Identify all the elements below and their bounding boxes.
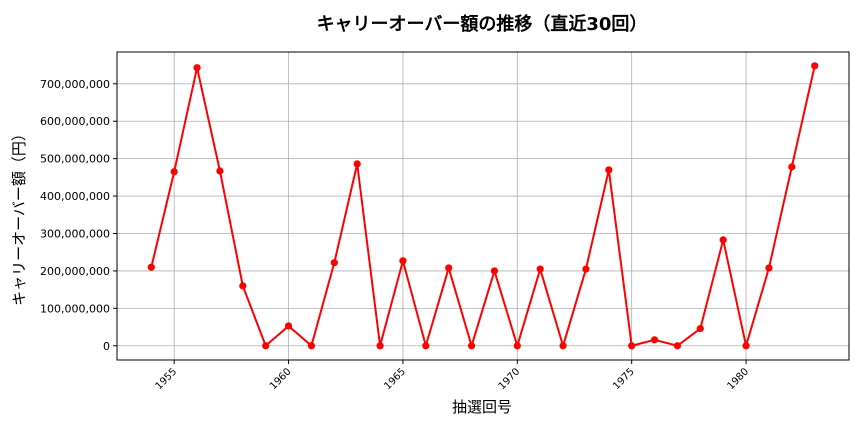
data-point xyxy=(445,264,453,272)
data-point xyxy=(239,282,247,290)
y-tick-label: 200,000,000 xyxy=(40,265,110,278)
data-point xyxy=(330,259,338,267)
data-point xyxy=(193,64,201,72)
data-point xyxy=(742,342,750,350)
y-tick-label: 400,000,000 xyxy=(40,190,110,203)
data-point xyxy=(353,160,361,168)
data-point xyxy=(170,168,178,176)
data-point xyxy=(147,263,155,271)
series-line xyxy=(150,65,816,347)
grid xyxy=(117,52,849,360)
data-point xyxy=(788,163,796,171)
x-axis: 1955 1960 1965 1970 1975 1980 xyxy=(154,360,751,392)
data-point xyxy=(216,167,224,175)
y-tick-label: 600,000,000 xyxy=(40,115,110,128)
data-point xyxy=(673,342,682,350)
x-tick-label: 1980 xyxy=(725,366,751,392)
data-point xyxy=(262,342,270,350)
plot-area-frame xyxy=(116,51,850,361)
data-point xyxy=(605,166,613,174)
x-tick-label: 1960 xyxy=(268,366,294,392)
data-point xyxy=(513,342,521,350)
y-tick-label: 100,000,000 xyxy=(40,302,110,315)
y-tick-label: 0 xyxy=(103,340,110,353)
chart-title: キャリーオーバー額の推移（直近30回） xyxy=(317,13,648,35)
y-tick-label: 300,000,000 xyxy=(40,228,110,241)
y-tick-label: 500,000,000 xyxy=(40,153,110,166)
data-point xyxy=(284,322,293,330)
y-axis: 0 100,000,000 200,000,000 300,000,000 400,00… xyxy=(40,78,117,353)
data-point xyxy=(811,62,819,70)
x-tick-label: 1975 xyxy=(611,366,637,392)
data-point xyxy=(376,342,384,350)
data-point xyxy=(536,265,544,273)
data-point xyxy=(765,264,773,272)
data-point xyxy=(559,342,567,350)
x-tick-label: 1955 xyxy=(154,366,180,392)
data-point xyxy=(399,257,407,265)
x-tick-label: 1970 xyxy=(497,366,523,392)
data-point xyxy=(422,342,430,350)
y-axis-label: キャリーオーバー額（円） xyxy=(10,126,28,306)
x-axis-label: 抽選回号 xyxy=(452,398,512,416)
data-point xyxy=(650,336,659,344)
data-point xyxy=(467,342,476,350)
data-point xyxy=(696,324,704,333)
series-layer xyxy=(147,62,819,350)
data-point xyxy=(719,236,727,244)
data-point xyxy=(628,342,636,350)
y-tick-label: 700,000,000 xyxy=(40,78,110,91)
x-tick-label: 1965 xyxy=(382,366,408,392)
data-point xyxy=(582,265,590,273)
data-point xyxy=(490,267,499,275)
data-point xyxy=(307,342,316,350)
